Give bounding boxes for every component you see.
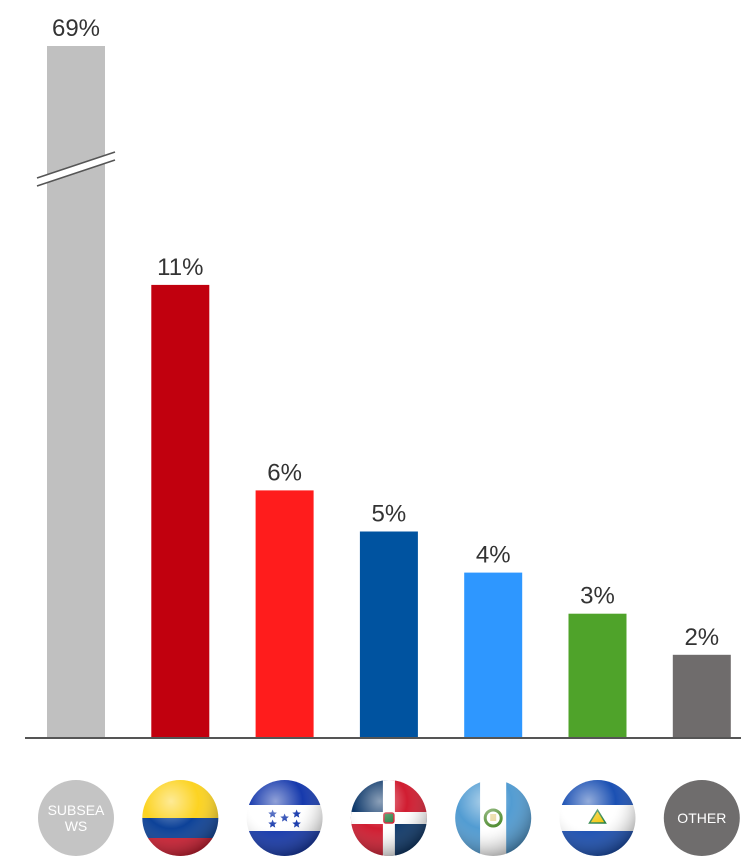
bar-el-salvador [568,613,627,737]
category-circle-text: OTHER [677,810,726,826]
el-salvador-flag-icon [559,780,636,856]
category-circle-text: SUBSEA [48,802,105,818]
value-label-dominican-republic: 5% [372,501,407,528]
bars [36,46,731,737]
value-label-colombia: 11% [157,254,203,281]
category-circle-other: OTHER [663,780,740,856]
bar-guatemala [464,572,523,737]
colombia-flag-icon [142,780,219,856]
flag-gloss [246,780,323,856]
bar-other [672,654,731,737]
flag-gloss [142,780,219,856]
value-label-guatemala: 4% [476,542,511,569]
guatemala-flag-icon [455,780,532,856]
value-label-other: 2% [684,624,719,651]
axis-break-gap [37,152,115,186]
honduras-flag-icon [246,780,323,856]
axis-break-line [36,151,116,179]
value-label-el-salvador: 3% [580,583,615,610]
flag-gloss [559,780,636,856]
value-label-honduras: 6% [267,459,302,486]
flag-gloss [455,780,532,856]
flag-gloss [350,780,427,856]
dominican-republic-flag-icon [350,780,427,856]
axis-break-line [36,159,116,187]
bar-dominican-republic [359,531,418,737]
category-circle-text: WS [65,818,88,834]
category-circle-bg [38,780,114,856]
value-labels: 69% 11% 6% 5% 4% 3% 2% [52,15,719,651]
bar-honduras [255,490,314,737]
bar-subsea-ws [47,46,105,737]
category-circle-bg [663,780,740,856]
bar-colombia [151,284,210,737]
value-label-subsea-ws: 69% [52,15,100,42]
